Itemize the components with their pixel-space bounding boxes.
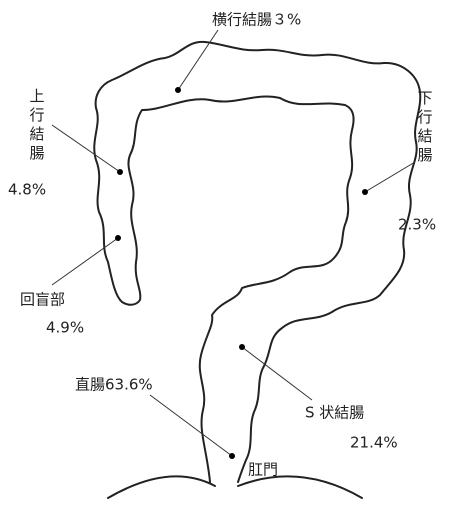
descending-percent: 2.3% xyxy=(398,216,436,234)
sigmoid-label: S 状結腸 xyxy=(305,404,364,422)
colon-diagram: 横行結腸３% 上行結腸 4.8% 回盲部 4.9% 下行結腸 2.3% 直腸63… xyxy=(0,0,453,501)
dot-rectum xyxy=(229,453,235,459)
leader-transverse xyxy=(178,30,218,90)
buttock-right xyxy=(238,476,362,498)
leader-descending xyxy=(365,162,415,192)
rectum-label: 直腸63.6% xyxy=(75,376,153,394)
cecum-label: 回盲部 xyxy=(20,291,65,309)
ascending-label: 上行結腸 xyxy=(28,88,46,164)
descending-label: 下行結腸 xyxy=(416,90,434,166)
leader-ascending xyxy=(52,125,120,172)
dot-sigmoid xyxy=(239,344,245,350)
dot-ascending xyxy=(117,169,123,175)
leader-rectum xyxy=(150,395,232,456)
leader-sigmoid xyxy=(242,347,312,400)
cecum-percent: 4.9% xyxy=(46,319,84,337)
dot-descending xyxy=(362,189,368,195)
colon-outline xyxy=(94,42,420,482)
buttock-left xyxy=(108,476,215,498)
sigmoid-percent: 21.4% xyxy=(350,434,398,452)
anus-label: 肛門 xyxy=(248,461,278,479)
leaders xyxy=(52,30,415,459)
transverse-label: 横行結腸３% xyxy=(212,11,301,29)
dot-cecum xyxy=(115,235,121,241)
ascending-percent: 4.8% xyxy=(8,181,46,199)
dot-transverse xyxy=(175,87,181,93)
